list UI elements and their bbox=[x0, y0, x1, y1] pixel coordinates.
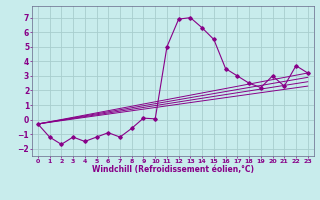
X-axis label: Windchill (Refroidissement éolien,°C): Windchill (Refroidissement éolien,°C) bbox=[92, 165, 254, 174]
